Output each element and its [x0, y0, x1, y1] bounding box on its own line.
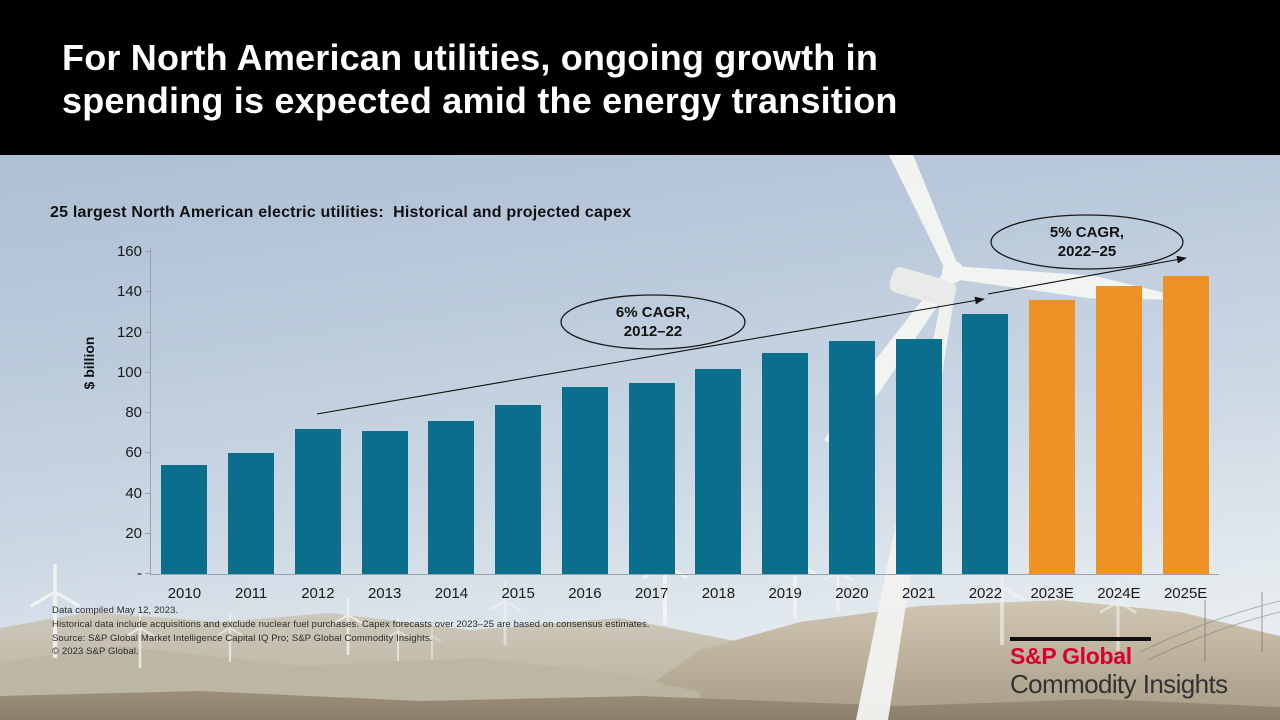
- y-tick-label-80: 80: [125, 404, 142, 421]
- logo-rule: [1010, 637, 1151, 641]
- bar-2019: [762, 352, 809, 574]
- x-axis-label-2023E: 2023E: [1030, 585, 1074, 602]
- y-tick-mark-120: [145, 331, 151, 333]
- chart-title: 25 largest North American electric utili…: [50, 204, 632, 221]
- y-tick-label-120: 120: [116, 323, 142, 341]
- logo-division-text: Commodity Insights: [1010, 669, 1228, 699]
- slide-title: For North American utilities, ongoing gr…: [62, 36, 898, 122]
- logo-brand-text: S&P Global: [1010, 643, 1132, 669]
- y-axis-title: $ billion: [81, 336, 97, 390]
- bar-2025E: [1162, 276, 1209, 574]
- x-axis-label-2012: 2012: [301, 585, 335, 602]
- y-tick-label-0: -: [137, 565, 142, 582]
- footnote-copyright: © 2023 S&P Global.: [52, 646, 139, 658]
- x-axis-label-2024E: 2024E: [1097, 585, 1141, 602]
- x-axis-label-2011: 2011: [234, 585, 268, 602]
- y-tick-label-20: 20: [125, 524, 142, 542]
- x-axis-label-2025E: 2025E: [1163, 585, 1208, 602]
- bar-2012: [294, 429, 341, 574]
- footnote-methodology: Historical data include acquisitions and…: [52, 618, 650, 630]
- hills: [0, 600, 1280, 720]
- y-tick-mark-140: [145, 291, 151, 293]
- bar-2022: [962, 314, 1009, 574]
- x-axis-label-2010: 2010: [167, 585, 202, 602]
- bar-2021: [895, 338, 942, 574]
- footnotes: Data compiled May 12, 2023. Historical d…: [52, 604, 650, 659]
- power-lines: [1139, 592, 1280, 662]
- x-axis-label-2017: 2017: [634, 585, 669, 602]
- slide-title-line-1: For North American utilities, ongoing gr…: [62, 37, 879, 78]
- bar-2014: [428, 421, 475, 574]
- bar-2013: [361, 431, 408, 574]
- sp-global-logo: S&P Global Commodity Insights: [1010, 637, 1228, 699]
- x-axis-label-2014: 2014: [434, 585, 469, 602]
- x-axis-label-2020: 2020: [835, 585, 869, 602]
- y-tick-mark-80: [145, 412, 151, 413]
- footnote-source: Source: S&P Global Market Intelligence C…: [52, 632, 433, 644]
- y-tick-mark-20: [145, 532, 151, 534]
- x-axis-label-2013: 2013: [367, 585, 402, 602]
- y-tick-label-100: 100: [116, 363, 142, 381]
- y-tick-label-40: 40: [125, 484, 142, 502]
- x-axis-label-2022: 2022: [968, 585, 1003, 602]
- x-axis-label-2019: 2019: [768, 585, 802, 602]
- y-tick-mark-60: [145, 452, 151, 454]
- x-axis-label-2021: 2021: [901, 585, 936, 602]
- y-tick-label-60: 60: [125, 444, 142, 462]
- x-axis-label-2018: 2018: [701, 585, 736, 602]
- y-tick-mark-40: [145, 492, 151, 494]
- y-tick-label-160: 160: [116, 243, 142, 260]
- y-tick-mark-0: [145, 573, 151, 574]
- bar-2020: [828, 340, 875, 574]
- bar-2017: [628, 382, 675, 574]
- y-tick-label-140: 140: [116, 283, 142, 301]
- x-axis-label-2016: 2016: [568, 585, 602, 602]
- x-axis-label-2015: 2015: [501, 585, 535, 602]
- footnote-compiled: Data compiled May 12, 2023.: [52, 605, 179, 616]
- bar-2011: [228, 453, 275, 574]
- bar-2015: [495, 404, 542, 574]
- header-banner: For North American utilities, ongoing gr…: [0, 0, 1280, 155]
- bar-2010: [161, 465, 208, 574]
- bar-2018: [695, 368, 742, 574]
- plot-area: - 20 40 60 80 100 120 140 160 2010 2011 2012 2013 201…: [117, 243, 1219, 602]
- y-tick-mark-100: [145, 371, 151, 373]
- y-tick-mark-160: [145, 251, 151, 252]
- bar-2023E: [1029, 300, 1076, 574]
- bar-2024E: [1095, 286, 1142, 574]
- bar-2016: [561, 386, 608, 574]
- slide-title-line-2: spending is expected amid the energy tra…: [62, 80, 898, 121]
